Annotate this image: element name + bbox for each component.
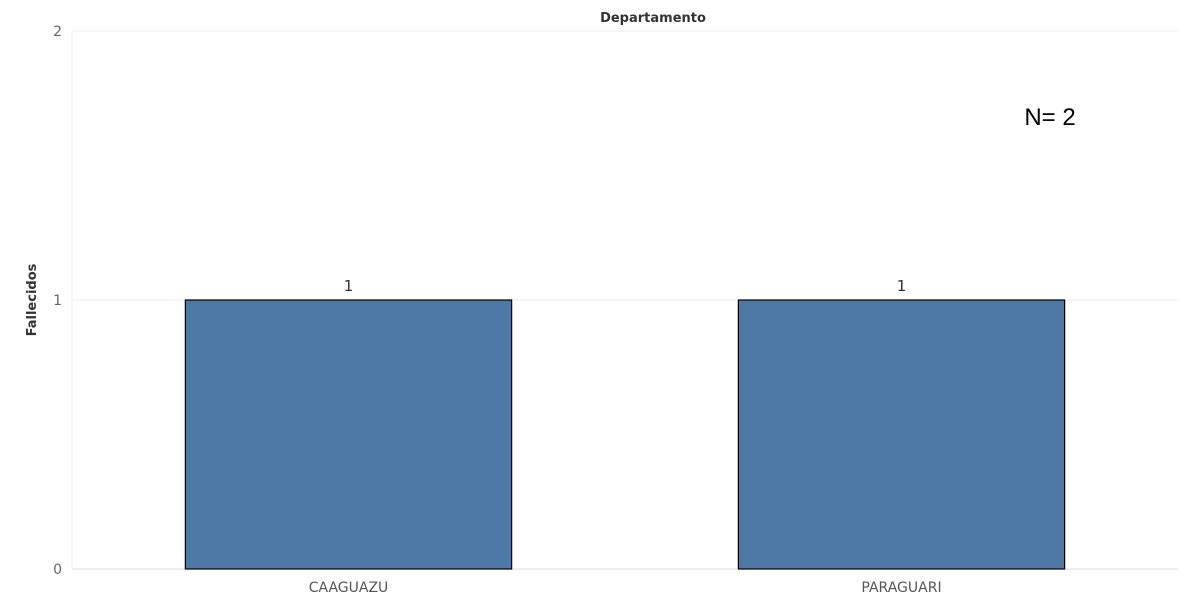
n-annotation: N= 2 (1024, 104, 1075, 131)
data-label: 1 (897, 277, 907, 295)
bar (737, 299, 1066, 570)
y-axis-ticks: 0 1 2 (53, 24, 62, 578)
bars (184, 299, 1066, 570)
x-category-label: CAAGUAZU (309, 580, 389, 596)
data-label: 1 (344, 277, 354, 295)
x-axis-categories: CAAGUAZU PARAGUARI (309, 580, 942, 596)
x-category-label: PARAGUARI (861, 580, 941, 596)
y-axis-title: Fallecidos (25, 263, 40, 336)
chart-title: Departamento (600, 11, 706, 26)
y-tick-label: 2 (53, 24, 62, 40)
y-tick-label: 1 (53, 293, 62, 309)
y-tick-label: 0 (53, 562, 62, 578)
bar (184, 299, 513, 570)
